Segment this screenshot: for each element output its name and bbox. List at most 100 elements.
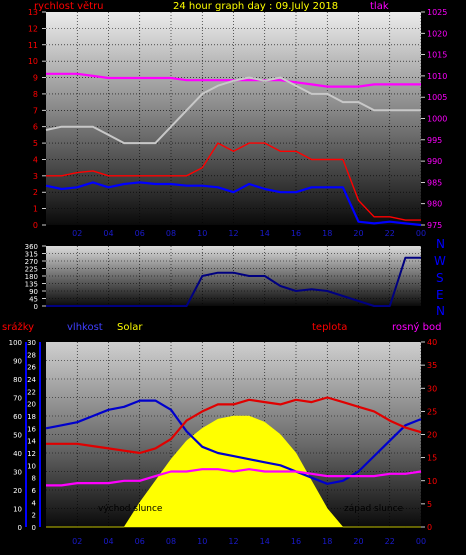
rain-tick-label: 20 — [13, 487, 22, 495]
temperature-label: teplota — [312, 322, 348, 333]
humidity-tick-label: 10 — [27, 462, 36, 470]
pressure-tick-label: 1010 — [427, 72, 447, 81]
temp-tick-label: 25 — [427, 407, 437, 416]
direction-tick-label: 315 — [25, 251, 38, 259]
temp-tick-label: 40 — [427, 338, 437, 347]
temperature-humidity-chart: 0102030405060708090100024681012141618202… — [9, 338, 438, 546]
temp-x-tick: 18 — [322, 537, 332, 546]
rain-tick-label: 80 — [13, 376, 22, 384]
wind-x-tick: 08 — [166, 229, 176, 238]
humidity-tick-label: 28 — [27, 351, 36, 359]
direction-tick-label: 270 — [25, 258, 38, 266]
compass-s: S — [436, 271, 444, 285]
temp-x-ticks: 02 04 06 08 10 12 14 16 18 20 22 00 — [72, 537, 426, 546]
wind-avg-line — [45, 181, 422, 227]
temp-tick-label: 0 — [427, 523, 432, 532]
temp-x-tick: 00 — [416, 537, 426, 546]
rain-tick-label: 50 — [13, 432, 22, 440]
humidity-tick-label: 4 — [32, 499, 37, 507]
direction-tick-label: 0 — [34, 303, 38, 311]
temp-tick-label: 5 — [427, 500, 432, 509]
humidity-tick-label: 30 — [27, 339, 36, 347]
sunset-label: západ slunce — [344, 504, 404, 514]
direction-series — [46, 256, 421, 307]
wind-series — [45, 72, 422, 227]
wind-x-tick: 10 — [197, 229, 207, 238]
temp-tick-label: 30 — [427, 384, 437, 393]
pressure-tick-label: 1005 — [427, 93, 447, 102]
pressure-tick-label: 975 — [427, 221, 442, 230]
humidity-tick-label: 26 — [27, 364, 36, 372]
humidity-tick-label: 24 — [27, 376, 36, 384]
wind-tick-label: 6 — [33, 123, 38, 132]
wind-tick-label: 5 — [33, 139, 38, 148]
direction-line — [46, 256, 421, 307]
wind-x-tick: 06 — [135, 229, 145, 238]
solar-label: Solar — [117, 322, 143, 333]
wind-gust-line — [46, 142, 421, 221]
sunrise-label: východ slunce — [98, 504, 163, 514]
dew-point-line — [46, 468, 422, 487]
temp-x-tick: 14 — [260, 537, 270, 546]
rain-tick-label: 10 — [13, 506, 22, 514]
wind-tick-label: 1 — [33, 205, 38, 214]
humidity-line — [45, 399, 422, 485]
humidity-tick-label: 14 — [27, 438, 36, 446]
temp-gridlines — [46, 342, 422, 527]
wind-x-tick: 02 — [72, 229, 82, 238]
temp-tick-label: 20 — [427, 431, 437, 440]
pressure-tick-label: 980 — [427, 200, 442, 209]
wind-tick-label: 11 — [28, 41, 38, 50]
chart-title: 24 hour graph day : 09.July 2018 — [173, 1, 339, 12]
temp-x-tick: 22 — [385, 537, 395, 546]
temp-x-tick: 06 — [135, 537, 145, 546]
wind-x-tick: 16 — [291, 229, 301, 238]
humidity-tick-label: 20 — [27, 401, 36, 409]
temp-x-tick: 20 — [353, 537, 363, 546]
temp-tick-label: 15 — [427, 454, 437, 463]
humidity-tick-label: 8 — [32, 475, 36, 483]
rain-tick-label: 100 — [9, 339, 22, 347]
rain-tick-label: 90 — [13, 358, 22, 366]
wind-x-tick: 12 — [228, 229, 238, 238]
wind-speed-label: rychlost větru — [34, 1, 104, 12]
humidity-tick-label: 6 — [32, 487, 37, 495]
temp-x-tick: 16 — [291, 537, 301, 546]
temp-series — [45, 396, 422, 487]
wind-x-tick: 22 — [385, 229, 395, 238]
temp-x-tick: 08 — [166, 537, 176, 546]
pressure-tick-label: 1000 — [427, 115, 447, 124]
wind-x-tick: 18 — [322, 229, 332, 238]
direction-tick-label: 360 — [25, 243, 38, 251]
wind-tick-label: 0 — [33, 221, 38, 230]
direction-gridlines — [46, 246, 422, 306]
temp-axes: 0102030405060708090100024681012141618202… — [9, 338, 438, 532]
humidity-tick-label: 18 — [27, 413, 36, 421]
pressure-tick-label: 995 — [427, 136, 442, 145]
wind-tick-label: 2 — [33, 188, 38, 197]
direction-tick-label: 90 — [29, 288, 38, 296]
temperature-line — [46, 396, 422, 455]
rain-tick-label: 70 — [13, 395, 22, 403]
pressure-axis-ticks: 975 980 985 990 995 1000 1005 1010 1015 1020 1025 — [421, 8, 447, 230]
wind-x-tick: 20 — [353, 229, 363, 238]
rain-tick-label: 60 — [13, 413, 22, 421]
compass-w: W — [434, 254, 446, 268]
temp-tick-label: 10 — [427, 477, 437, 486]
pressure-tick-label: 990 — [427, 157, 442, 166]
compass-n: N — [436, 237, 445, 251]
pressure-tick-label: 1025 — [427, 8, 447, 17]
pressure-tick-label: 1015 — [427, 51, 447, 60]
wind-tick-label: 7 — [33, 106, 38, 115]
wind-tick-label: 10 — [28, 57, 38, 66]
temp-tick-label: 35 — [427, 361, 437, 370]
pressure-tick-label: 985 — [427, 178, 442, 187]
rain-tick-label: 0 — [18, 524, 22, 532]
direction-tick-label: 180 — [25, 273, 38, 281]
wind-tick-label: 12 — [28, 24, 38, 33]
wind-tick-label: 3 — [33, 172, 38, 181]
